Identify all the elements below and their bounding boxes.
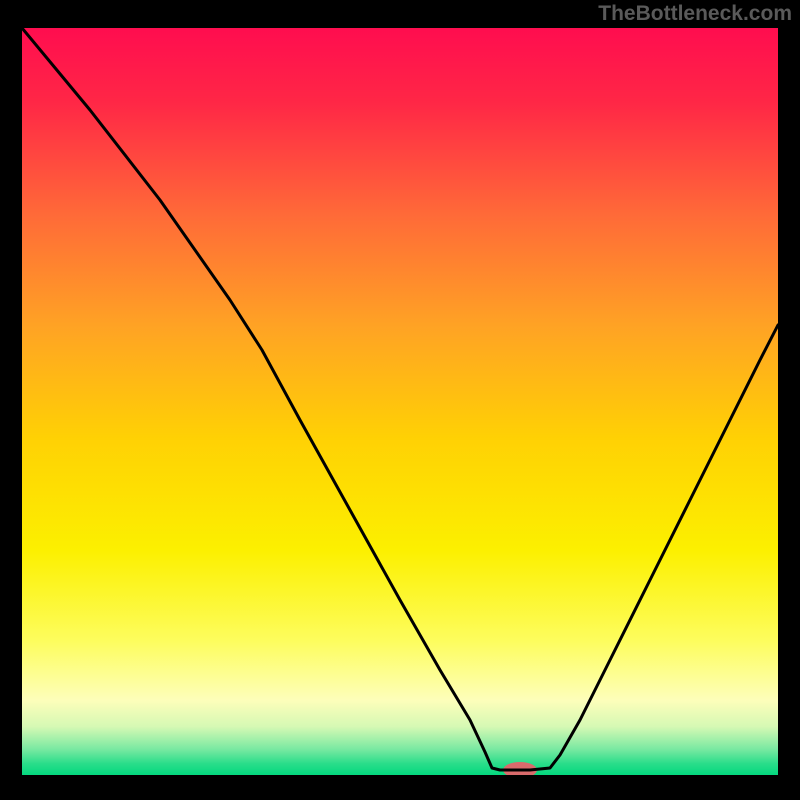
watermark-text: TheBottleneck.com: [598, 2, 792, 26]
plot-area: [22, 28, 778, 778]
gradient-background: [22, 28, 778, 775]
bottleneck-chart: [0, 0, 800, 800]
chart-container: TheBottleneck.com: [0, 0, 800, 800]
